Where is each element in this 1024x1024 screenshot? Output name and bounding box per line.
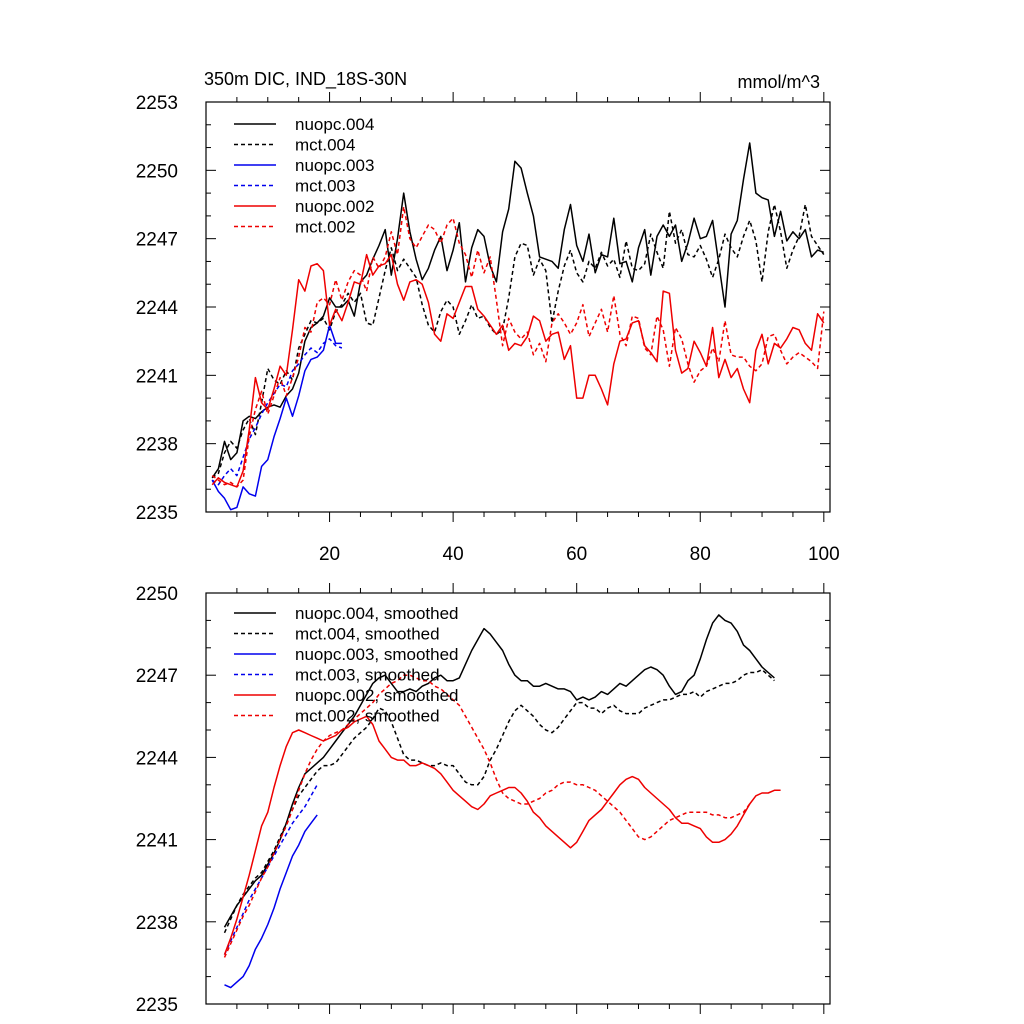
- legend-label: mct.004: [295, 136, 355, 155]
- y-tick-label: 2235: [136, 995, 178, 1016]
- legend-label: nuopc.003: [295, 156, 374, 175]
- x-tick-label: 40: [443, 544, 464, 565]
- bottom-tick-labels: 2235 2238 2241 2244 2247 2250: [136, 584, 179, 1016]
- bottom-panel: 2235 2238 2241 2244 2247 2250 nuopc.004, smoo…: [136, 583, 831, 1016]
- series-line-nuopc-003-smoothed: [224, 814, 318, 989]
- series-line-mct-003: [211, 338, 343, 486]
- legend-label: mct.002, smoothed: [295, 707, 440, 726]
- legend-label: nuopc.002: [295, 197, 374, 216]
- top-tick-marks: [206, 92, 830, 522]
- bottom-series-group: [223, 614, 781, 989]
- series-line-mct-002-smoothed: [223, 674, 751, 958]
- bottom-tick-marks: [206, 583, 830, 1014]
- y-tick-label: 2247: [136, 230, 178, 251]
- y-tick-label: 2250: [136, 161, 178, 182]
- legend-label: nuopc.004, smoothed: [295, 604, 459, 623]
- legend-label: mct.003, smoothed: [295, 666, 440, 685]
- y-tick-label: 2235: [136, 503, 178, 524]
- series-line-nuopc-002: [211, 253, 825, 488]
- series-line-mct-002: [211, 206, 825, 488]
- y-tick-label: 2241: [136, 366, 178, 387]
- legend-label: nuopc.003, smoothed: [295, 645, 459, 664]
- legend-label: nuopc.004: [295, 115, 374, 134]
- series-line-nuopc-004-smoothed: [223, 614, 775, 928]
- series-line-nuopc-004: [211, 142, 825, 479]
- legend-label: mct.002: [295, 218, 355, 237]
- top-tick-labels: 2235 2238 2241 2244 2247 2250 2253 20 40 60 80 100: [136, 93, 840, 565]
- x-tick-label: 60: [566, 544, 587, 565]
- y-tick-label: 2244: [136, 748, 179, 769]
- top-series-group: [211, 142, 825, 511]
- y-tick-label: 2247: [136, 666, 178, 687]
- series-line-mct-004-smoothed: [223, 668, 775, 934]
- y-tick-label: 2241: [136, 831, 178, 852]
- top-chart-title: 350m DIC, IND_18S-30N: [204, 69, 407, 90]
- series-line-nuopc-003: [211, 324, 342, 511]
- top-panel: 350m DIC, IND_18S-30N mmol/m^3 223522382…: [136, 69, 840, 565]
- x-tick-label: 20: [319, 544, 340, 565]
- legend-label: mct.003: [295, 177, 355, 196]
- bottom-plot-frame: [205, 592, 831, 1005]
- x-tick-label: 80: [690, 544, 711, 565]
- y-tick-label: 2238: [136, 913, 178, 934]
- series-line-mct-004: [211, 203, 825, 479]
- legend-label: nuopc.002, smoothed: [295, 686, 459, 705]
- y-tick-label: 2250: [136, 584, 178, 605]
- x-tick-label: 100: [808, 544, 840, 565]
- y-tick-label: 2244: [136, 298, 179, 319]
- legend-label: mct.004, smoothed: [295, 625, 440, 644]
- series-line-mct-003-smoothed: [223, 784, 318, 956]
- y-tick-label: 2238: [136, 435, 178, 456]
- top-chart-units: mmol/m^3: [738, 72, 820, 92]
- series-line-nuopc-002-smoothed: [223, 715, 781, 955]
- y-tick-label: 2253: [136, 93, 178, 114]
